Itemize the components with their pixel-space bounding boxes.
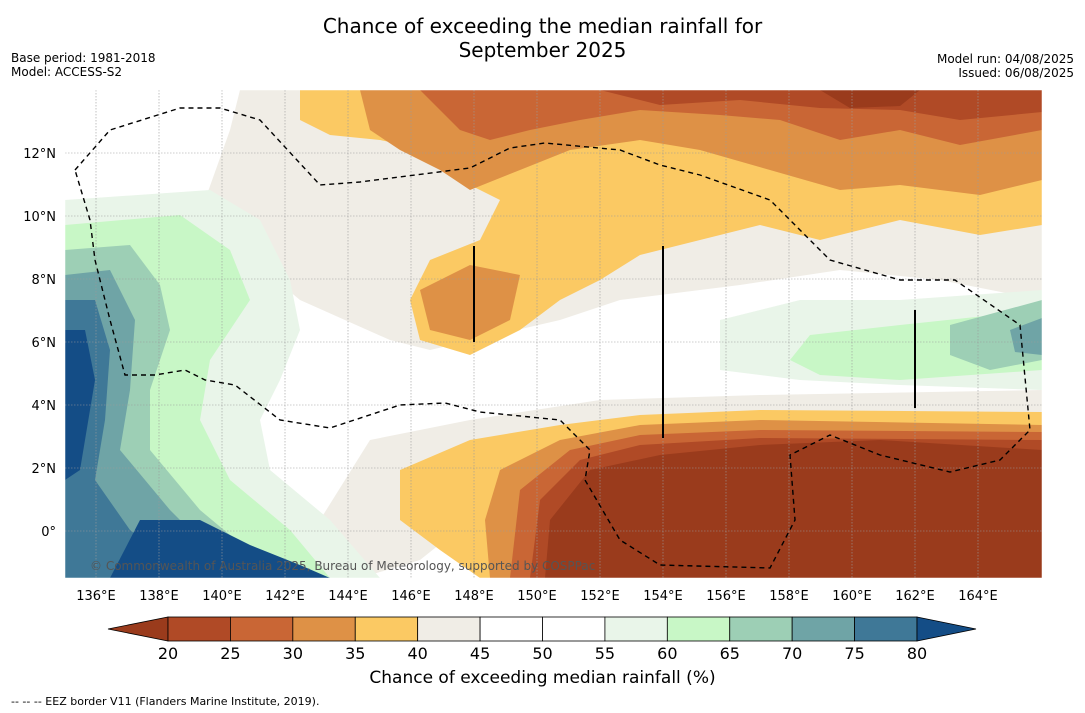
colorbar-label: Chance of exceeding median rainfall (%) xyxy=(369,668,716,688)
colorbar-tick-label: 40 xyxy=(407,644,427,663)
colorbar-tick-label: 45 xyxy=(470,644,490,663)
x-tick-138: 138°E xyxy=(139,589,179,604)
y-tick-8n: 8°N xyxy=(32,273,57,288)
colorbar-segment xyxy=(354,616,419,642)
x-tick-160: 160°E xyxy=(832,589,872,604)
x-tick-150: 150°E xyxy=(517,589,557,604)
colorbar-segment xyxy=(167,616,231,642)
copyright-text: © Commonwealth of Australia 2025, Bureau… xyxy=(90,559,595,573)
eez-legend-note: -- -- -- EEZ border V11 (Flanders Marine… xyxy=(11,695,320,708)
colorbar-segment xyxy=(417,616,481,642)
zone-30-spot xyxy=(420,265,520,340)
y-tick-2n: 2°N xyxy=(32,462,57,477)
zone-70-east xyxy=(950,300,1042,370)
y-tick-12n: 12°N xyxy=(23,147,56,162)
y-tick-10n: 10°N xyxy=(23,210,56,225)
x-tick-152: 152°E xyxy=(580,589,620,604)
colorbar-segment xyxy=(854,616,918,642)
title-line-2: September 2025 xyxy=(458,38,627,62)
colorbar-segment xyxy=(791,616,855,642)
x-tick-146: 146°E xyxy=(391,589,431,604)
x-tick-156: 156°E xyxy=(706,589,746,604)
colorbar-segment xyxy=(479,616,543,642)
graticule xyxy=(65,90,1042,578)
x-tick-140: 140°E xyxy=(202,589,242,604)
y-tick-0: 0° xyxy=(41,525,56,540)
zone-above-80-south xyxy=(110,520,330,578)
y-tick-6n: 6°N xyxy=(32,336,57,351)
x-tick-136: 136°E xyxy=(76,589,116,604)
zone-75-east xyxy=(1010,318,1042,355)
colorbar-tick-label: 20 xyxy=(158,644,178,663)
colorbar-segment xyxy=(542,616,606,642)
colorbar-tick-label: 25 xyxy=(220,644,240,663)
colorbar-tick-label: 75 xyxy=(844,644,864,663)
base-period: Base period: 1981-2018 xyxy=(11,51,156,65)
x-tick-154: 154°E xyxy=(643,589,683,604)
x-tick-144: 144°E xyxy=(328,589,368,604)
colorbar-segment xyxy=(666,616,731,642)
x-tick-158: 158°E xyxy=(769,589,809,604)
issued-date: Issued: 06/08/2025 xyxy=(958,66,1074,80)
y-tick-4n: 4°N xyxy=(32,399,57,414)
zone-below-20-north xyxy=(820,90,920,108)
x-tick-148: 148°E xyxy=(454,589,494,604)
eez-border xyxy=(74,107,1031,569)
colorbar-tick-label: 80 xyxy=(907,644,927,663)
zone-45-south xyxy=(300,390,1042,578)
colorbar-segment xyxy=(604,616,668,642)
meta-left: Base period: 1981-2018 Model: ACCESS-S2 xyxy=(11,51,156,79)
colorbar-tick-label: 70 xyxy=(782,644,802,663)
colorbar: 20 25 30 35 40 45 50 55 60 65 70 75 80 xyxy=(107,616,977,663)
x-axis-labels: 136°E 138°E 140°E 142°E 144°E 146°E 148°… xyxy=(76,589,998,604)
boundary-lines xyxy=(473,246,916,438)
colorbar-tick-label: 50 xyxy=(532,644,552,663)
colorbar-tick-label: 55 xyxy=(595,644,615,663)
title-line-1: Chance of exceeding the median rainfall … xyxy=(322,14,763,38)
meta-right: Model run: 04/08/2025 Issued: 06/08/2025 xyxy=(937,52,1074,80)
colorbar-segment xyxy=(292,616,356,642)
colorbar-segment xyxy=(729,616,793,642)
model-run: Model run: 04/08/2025 xyxy=(936,52,1074,66)
colorbar-segment xyxy=(230,616,294,642)
y-axis-labels: 12°N 10°N 8°N 6°N 4°N 2°N 0° xyxy=(23,147,56,540)
colorbar-tick-label: 35 xyxy=(345,644,365,663)
map-field: © Commonwealth of Australia 2025, Bureau… xyxy=(65,90,1042,578)
map-frame xyxy=(64,89,1043,579)
x-tick-142: 142°E xyxy=(265,589,305,604)
colorbar-tick-label: 60 xyxy=(657,644,677,663)
x-tick-164: 164°E xyxy=(958,589,998,604)
colorbar-tick-label: 65 xyxy=(720,644,740,663)
colorbar-high-arrow xyxy=(916,616,977,642)
model-name: Model: ACCESS-S2 xyxy=(11,65,123,79)
x-tick-162: 162°E xyxy=(895,589,935,604)
map-title: Chance of exceeding the median rainfall … xyxy=(0,14,1085,62)
zone-20-north xyxy=(600,90,1042,120)
colorbar-tick-label: 30 xyxy=(283,644,303,663)
colorbar-low-arrow xyxy=(107,616,169,642)
